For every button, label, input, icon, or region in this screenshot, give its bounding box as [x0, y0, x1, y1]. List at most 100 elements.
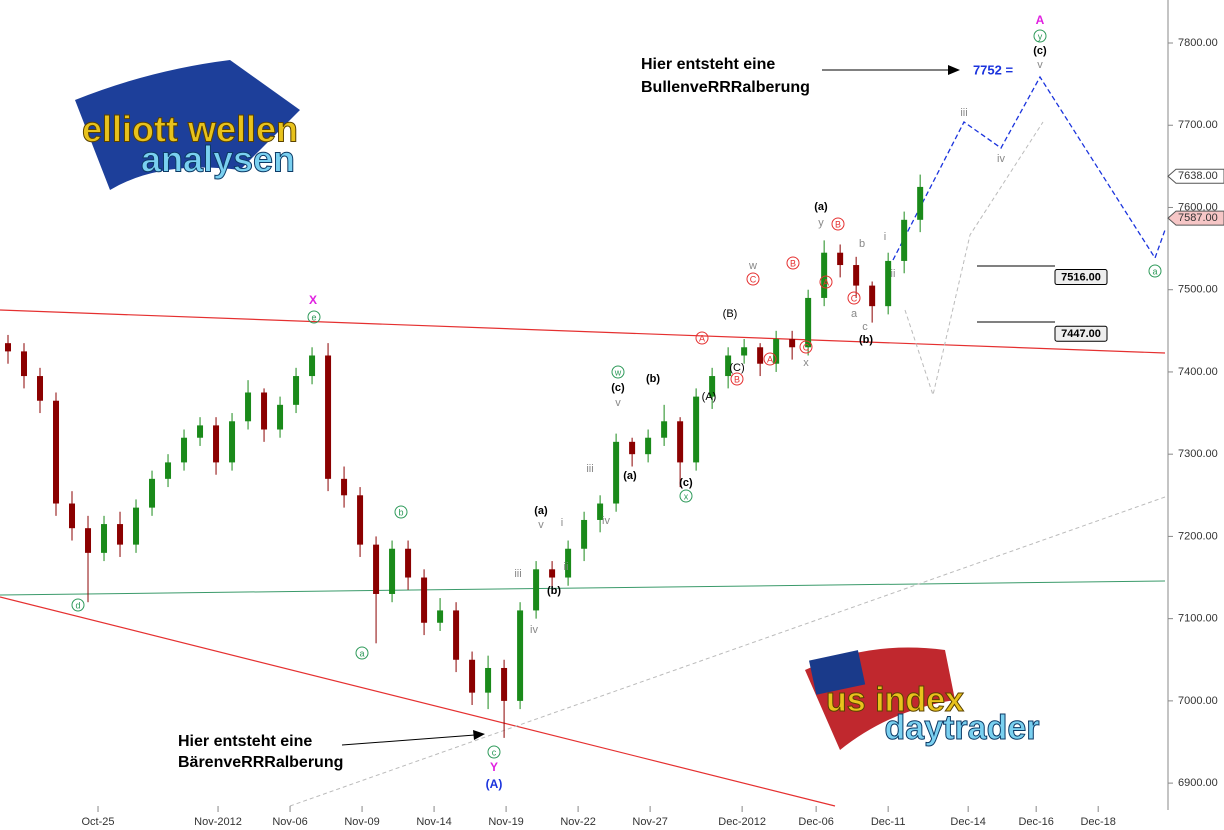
wave-label: w	[748, 260, 757, 272]
x-tick-label: Nov-19	[488, 816, 523, 828]
price-tag-box	[1167, 168, 1224, 184]
candle-body	[645, 437, 652, 455]
wave-circle	[763, 352, 777, 366]
candle-body	[869, 285, 876, 307]
candle-body	[837, 252, 844, 266]
wave-label: (B)	[723, 308, 738, 320]
wave-label: B	[790, 258, 796, 268]
wave-circle	[730, 372, 744, 386]
target-label: 7752 =	[973, 62, 1014, 77]
y-tick-label: 7400.00	[1178, 366, 1218, 378]
candle-body	[213, 425, 220, 463]
x-tick-label: Dec-16	[1018, 816, 1053, 828]
candle-body	[485, 667, 492, 693]
wave-circle	[611, 365, 625, 379]
candle-body	[5, 343, 12, 352]
wave-label: (C)	[729, 362, 744, 374]
candle-body	[597, 503, 604, 520]
wave-circle	[355, 646, 369, 660]
wave-label: iv	[530, 624, 538, 636]
upper-trend-line	[0, 309, 1166, 354]
candle-body	[53, 400, 60, 504]
x-tick-label: Oct-25	[82, 816, 115, 828]
candle-body	[101, 524, 108, 553]
wave-label: v	[1037, 59, 1043, 71]
candle-body	[565, 548, 572, 578]
wave-label: iii	[514, 568, 521, 580]
candle-body	[245, 392, 252, 422]
wave-label: e	[311, 312, 316, 322]
candle-body	[453, 610, 460, 660]
y-tick-label: 6900.00	[1178, 777, 1218, 789]
candle-body	[661, 421, 668, 438]
wave-label: iii	[960, 107, 967, 119]
x-tick-label: Nov-27	[632, 816, 667, 828]
candle-body	[469, 659, 476, 693]
level-box	[1054, 325, 1108, 342]
x-tick-label: Nov-22	[560, 816, 595, 828]
wave-label: C	[750, 274, 757, 284]
wave-label: iv	[602, 515, 610, 527]
candle-body	[293, 376, 300, 405]
wave-label: C	[803, 342, 810, 352]
wave-label: B	[835, 219, 841, 229]
arrow	[341, 734, 476, 746]
arrowhead	[473, 730, 485, 740]
x-tick-label: Nov-09	[344, 816, 379, 828]
candle-body	[725, 355, 732, 377]
price-tag: 7638.00	[1167, 168, 1224, 184]
candle-body	[229, 421, 236, 463]
candle-body	[917, 186, 924, 220]
wave-label: w	[614, 367, 622, 377]
wave-label: C	[851, 293, 858, 303]
candle-body	[437, 610, 444, 623]
candle-body	[773, 339, 780, 364]
y-tick-label: 7000.00	[1178, 695, 1218, 707]
candle-body	[325, 355, 332, 479]
wave-circle	[799, 340, 813, 354]
candle-body	[37, 376, 44, 401]
wave-label: (c)	[1033, 45, 1047, 57]
candle-body	[501, 667, 508, 701]
wave-label: a	[851, 308, 858, 320]
wave-label: v	[538, 519, 544, 531]
candle-body	[421, 577, 428, 623]
wave-label: d	[75, 600, 80, 610]
arrowhead	[948, 65, 960, 75]
wave-label: A	[767, 354, 773, 364]
price-tag-label: 7638.00	[1178, 170, 1218, 182]
y-tick-label: 7800.00	[1178, 37, 1218, 49]
wave-label: (b)	[859, 334, 873, 346]
wave-circle	[394, 505, 408, 519]
wave-label: (A)	[486, 777, 503, 791]
candle-body	[517, 610, 524, 701]
candle-body	[741, 347, 748, 356]
note-bull: BullenveRRRalberung	[641, 79, 810, 96]
wave-label: (b)	[646, 373, 660, 385]
wave-label: c	[862, 321, 868, 333]
candle-body	[133, 507, 140, 545]
wave-label: a	[359, 648, 364, 658]
wave-label: (c)	[679, 477, 693, 489]
y-tick-label: 7100.00	[1178, 613, 1218, 625]
candle-body	[885, 260, 892, 307]
wave-label: b	[398, 507, 403, 517]
wave-circle	[695, 331, 709, 345]
x-tick-label: Nov-06	[272, 816, 307, 828]
candle-body	[85, 528, 92, 553]
y-tick-label: 7300.00	[1178, 448, 1218, 460]
wave-label: iv	[997, 153, 1005, 165]
candle-body	[629, 441, 636, 455]
y-tick-label: 7200.00	[1178, 530, 1218, 542]
lower-trend-line	[0, 596, 836, 807]
wave-label: (a)	[534, 505, 548, 517]
wave-circle	[1148, 264, 1162, 278]
candle-body	[677, 421, 684, 463]
wave-label: A	[699, 333, 705, 343]
wave-label: A	[823, 277, 829, 287]
wave-label: A	[1036, 13, 1045, 27]
candle-body	[549, 569, 556, 578]
y-tick-label: 7500.00	[1178, 284, 1218, 296]
candle-body	[277, 404, 284, 430]
wave-label: (c)	[611, 382, 625, 394]
